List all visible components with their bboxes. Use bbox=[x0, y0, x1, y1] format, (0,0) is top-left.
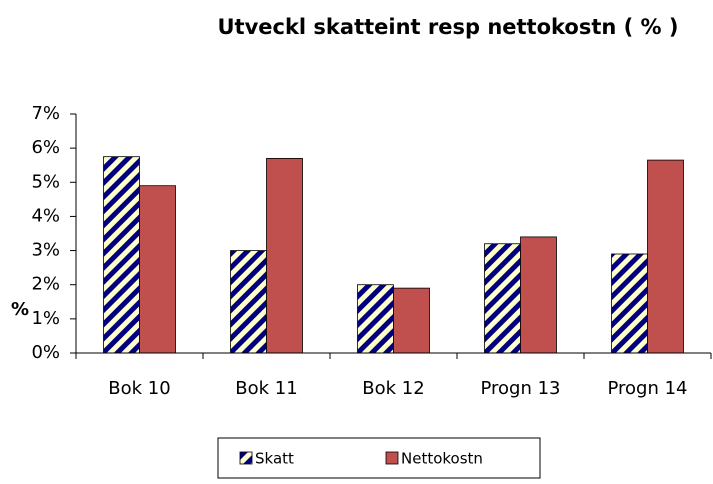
y-tick-label: 1% bbox=[31, 308, 60, 329]
y-tick-label: 4% bbox=[31, 205, 60, 226]
legend-box bbox=[217, 437, 541, 479]
bar bbox=[266, 157, 303, 354]
y-tick-label: 2% bbox=[31, 274, 60, 295]
y-tick-label: 7% bbox=[31, 103, 60, 124]
x-tick-label: Progn 14 bbox=[607, 378, 687, 399]
x-tick-label: Progn 13 bbox=[480, 378, 560, 399]
bar bbox=[647, 159, 684, 354]
x-tick-label: Bok 12 bbox=[362, 378, 424, 399]
x-tick-label: Bok 11 bbox=[235, 378, 297, 399]
bar bbox=[139, 185, 176, 354]
chart-title: Utveckl skatteint resp nettokostn ( % ) bbox=[217, 15, 678, 39]
legend-label: Skatt bbox=[255, 450, 294, 468]
y-tick-label: 3% bbox=[31, 240, 60, 261]
bar bbox=[520, 236, 557, 354]
x-tick-label: Bok 10 bbox=[108, 378, 170, 399]
bar bbox=[103, 156, 140, 354]
y-tick-label: 0% bbox=[31, 342, 60, 363]
y-axis-label: % bbox=[11, 299, 29, 320]
bar bbox=[484, 243, 521, 354]
bar bbox=[357, 284, 394, 354]
y-tick-label: 5% bbox=[31, 171, 60, 192]
bar bbox=[611, 253, 648, 354]
bar bbox=[393, 287, 430, 354]
legend-label: Nettokostn bbox=[401, 450, 483, 468]
y-tick-label: 6% bbox=[31, 137, 60, 158]
bar bbox=[230, 250, 267, 354]
legend-swatch bbox=[385, 451, 399, 465]
legend-swatch bbox=[239, 451, 253, 465]
